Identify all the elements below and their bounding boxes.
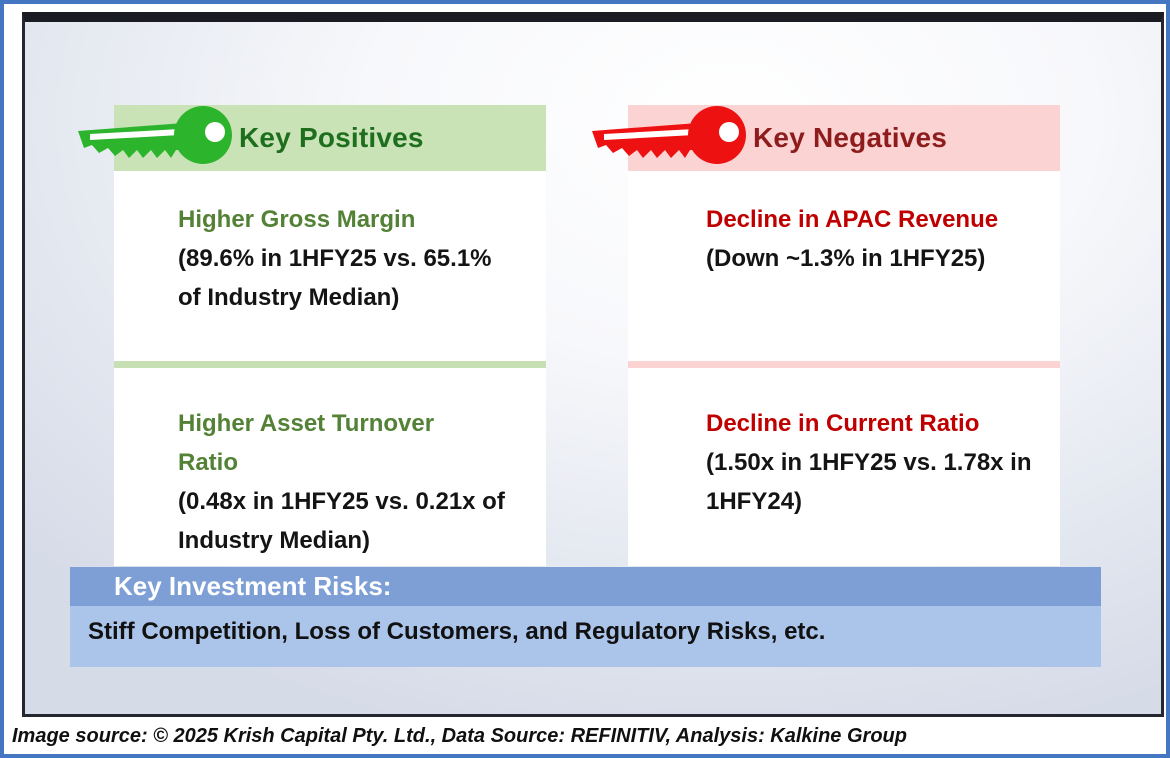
negative-card-1-heading: Decline in APAC Revenue xyxy=(706,206,999,233)
negative-card-2-detail: (1.50x in 1HFY25 vs. 1.78x in 1HFY24) xyxy=(706,449,1032,515)
positives-title: Key Positives xyxy=(239,122,424,153)
positive-card-2-heading: Higher Asset Turnover Ratio xyxy=(178,410,435,476)
source-footer-text: Image source: © 2025 Krish Capital Pty. … xyxy=(12,725,907,747)
positives-header-band: Key Positives xyxy=(78,105,546,171)
negatives-column: Key Negatives Decline in APAC Revenue (D… xyxy=(592,105,1060,566)
positives-divider xyxy=(114,361,546,368)
positive-card-2-detail: (0.48x in 1HFY25 vs. 0.21x of Industry M… xyxy=(178,488,505,554)
positive-card-1-heading: Higher Gross Margin xyxy=(178,206,416,233)
positive-card-1-detail: (89.6% in 1HFY25 vs. 65.1% of Industry M… xyxy=(178,245,492,311)
negatives-title: Key Negatives xyxy=(753,122,948,153)
negatives-header-band: Key Negatives xyxy=(592,105,1060,171)
risks-body-text: Stiff Competition, Loss of Customers, an… xyxy=(88,618,826,645)
red-key-icon xyxy=(592,106,746,164)
risks-title: Key Investment Risks: xyxy=(114,571,392,601)
negative-card-2-heading: Decline in Current Ratio xyxy=(706,410,980,437)
risks-body-bar: Stiff Competition, Loss of Customers, an… xyxy=(70,606,1101,667)
negative-card-1-detail: (Down ~1.3% in 1HFY25) xyxy=(706,245,986,272)
positive-card-1-text: Higher Gross Margin (89.6% in 1HFY25 vs.… xyxy=(178,200,510,317)
positives-column: Key Positives Higher Gross Margin (89.6%… xyxy=(78,105,546,566)
positive-card-1: Higher Gross Margin (89.6% in 1HFY25 vs.… xyxy=(114,171,546,361)
negative-card-1: Decline in APAC Revenue (Down ~1.3% in 1… xyxy=(628,171,1060,361)
negative-card-2: Decline in Current Ratio (1.50x in 1HFY2… xyxy=(628,368,1060,566)
positive-card-2-text: Higher Asset Turnover Ratio (0.48x in 1H… xyxy=(178,404,510,560)
positive-card-2: Higher Asset Turnover Ratio (0.48x in 1H… xyxy=(114,368,546,566)
negative-card-1-text: Decline in APAC Revenue (Down ~1.3% in 1… xyxy=(706,200,1038,278)
slide-frame: Key Positives Higher Gross Margin (89.6%… xyxy=(22,12,1164,717)
risks-header-bar: Key Investment Risks: xyxy=(70,567,1101,606)
green-key-icon xyxy=(78,106,232,164)
source-footer: Image source: © 2025 Krish Capital Pty. … xyxy=(12,721,1152,751)
negative-card-2-text: Decline in Current Ratio (1.50x in 1HFY2… xyxy=(706,404,1038,521)
negatives-divider xyxy=(628,361,1060,368)
